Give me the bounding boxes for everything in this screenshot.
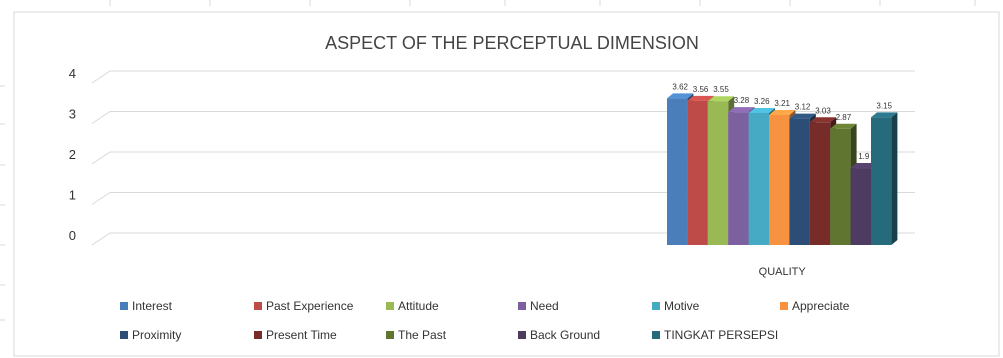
bar-front: [830, 128, 851, 245]
legend-swatch: [254, 331, 262, 339]
bar-top: [789, 113, 816, 119]
legend-item: Proximity: [120, 328, 181, 342]
legend-item: Attitude: [386, 299, 439, 313]
legend-label: Interest: [132, 299, 173, 313]
data-label: 3.56: [693, 85, 709, 94]
legend-label: Past Experience: [266, 299, 354, 313]
legend-label: The Past: [398, 328, 447, 342]
bar-front: [871, 117, 892, 245]
bar-series: [667, 93, 898, 246]
legend-swatch: [652, 302, 660, 310]
gridlines: [91, 70, 915, 246]
legend-item: Interest: [120, 299, 173, 313]
legend-item: Back Ground: [518, 328, 600, 342]
legend-swatch: [386, 331, 394, 339]
data-labels: 3.62 3.56 3.55 3.28 3.26 3.21 3.12 3.03 2.87 1.9 3…: [672, 82, 892, 161]
bar-front: [667, 98, 688, 245]
bar-front: [769, 114, 790, 246]
bar-top: [687, 95, 714, 101]
legend-label: Appreciate: [792, 299, 850, 313]
gridline: [91, 192, 915, 205]
bar-top: [809, 117, 837, 123]
gridline: [91, 111, 915, 124]
bar-front: [707, 101, 729, 245]
data-label: 3.12: [795, 103, 811, 112]
legend-swatch: [518, 331, 526, 339]
legend-label: Need: [530, 299, 559, 313]
legend-swatch: [518, 302, 526, 310]
legend-swatch: [780, 302, 788, 310]
legend-swatch: [386, 302, 394, 310]
sheet-column-ticks: [0, 0, 976, 321]
bar-top: [667, 93, 694, 99]
bar-top: [850, 163, 877, 169]
legend-label: Attitude: [398, 299, 439, 313]
bar-top: [830, 123, 857, 129]
bar-front: [728, 112, 749, 245]
legend-swatch: [254, 302, 262, 310]
legend-label: Proximity: [132, 328, 181, 342]
data-label: 3.21: [774, 99, 790, 108]
bar-front: [748, 112, 769, 245]
bar-front: [850, 168, 871, 245]
gridline: [91, 151, 915, 165]
data-label: 3.15: [876, 101, 892, 110]
gridline: [91, 70, 915, 84]
legend-label: Present Time: [266, 328, 337, 342]
legend-swatch: [652, 331, 660, 339]
data-label: 3.26: [754, 97, 770, 106]
gridline: [91, 232, 915, 246]
bar-front: [789, 118, 810, 245]
bar-top: [728, 107, 755, 113]
y-tick-label: 2: [69, 147, 76, 162]
category-label: QUALITY: [759, 266, 807, 278]
bar-front: [687, 100, 708, 245]
category-axis: QUALITY: [759, 266, 807, 278]
bar-top: [707, 96, 735, 102]
bar-front: [809, 122, 831, 245]
legend-item: Appreciate: [780, 299, 850, 313]
legend-item: Need: [518, 299, 559, 313]
y-tick-label: 1: [69, 188, 76, 203]
data-label: 1.9: [858, 152, 870, 161]
data-label: 3.62: [672, 82, 688, 91]
legend-item: TINGKAT PERSEPSI: [652, 328, 778, 342]
legend-label: TINGKAT PERSEPSI: [664, 328, 778, 342]
data-label: 2.87: [836, 113, 852, 122]
legend-item: The Past: [386, 328, 447, 342]
legend-label: Back Ground: [530, 328, 600, 342]
data-label: 3.03: [815, 106, 831, 115]
legend-swatch: [120, 331, 128, 339]
bar-top: [871, 112, 898, 118]
chart-title: ASPECT OF THE PERCEPTUAL DIMENSION: [325, 33, 699, 53]
bar-top: [748, 107, 775, 113]
y-tick-label: 4: [69, 66, 76, 81]
data-label: 3.55: [713, 85, 729, 94]
legend-item: Past Experience: [254, 299, 354, 313]
legend-swatch: [120, 302, 128, 310]
y-tick-label: 3: [69, 107, 76, 122]
y-axis-ticks: 0 1 2 3 4: [69, 66, 76, 243]
y-tick-label: 0: [69, 228, 76, 243]
bar: [871, 112, 898, 245]
bar-top: [769, 109, 796, 115]
legend-item: Present Time: [254, 328, 337, 342]
legend: Interest Past Experience Attitude Need Motiv…: [120, 299, 850, 342]
legend-item: Motive: [652, 299, 700, 313]
legend-label: Motive: [664, 299, 700, 313]
bar-side: [891, 112, 898, 245]
data-label: 3.28: [734, 96, 750, 105]
